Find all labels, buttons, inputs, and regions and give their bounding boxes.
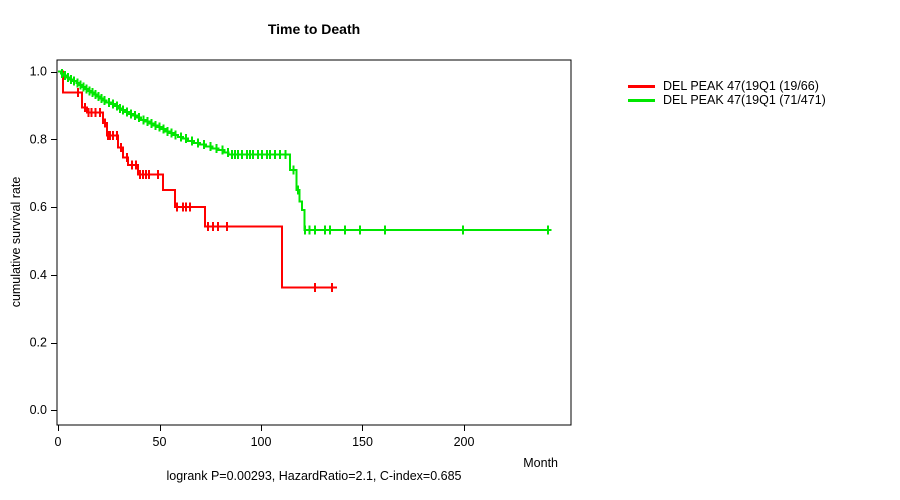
legend-line-red-icon bbox=[628, 84, 655, 88]
legend: DEL PEAK 47(19Q1 (19/66) DEL PEAK 47(19Q… bbox=[628, 79, 826, 107]
y-tick-label: 1.0 bbox=[30, 65, 47, 79]
y-axis-label: cumulative survival rate bbox=[9, 176, 23, 308]
y-tick-label: 0.4 bbox=[30, 268, 47, 282]
x-tick-label: 100 bbox=[251, 435, 272, 449]
legend-label-group2: DEL PEAK 47(19Q1 (71/471) bbox=[663, 93, 826, 107]
x-tick-label: 0 bbox=[55, 435, 62, 449]
x-tick-label: 150 bbox=[352, 435, 373, 449]
page-title: Time to Death bbox=[267, 21, 361, 37]
legend-label-group1: DEL PEAK 47(19Q1 (19/66) bbox=[663, 79, 819, 93]
x-tick-label: 200 bbox=[454, 435, 475, 449]
legend-item-group1: DEL PEAK 47(19Q1 (19/66) bbox=[628, 79, 826, 93]
y-tick-label: 0.8 bbox=[30, 132, 47, 146]
km-curve-green bbox=[58, 70, 552, 231]
x-tick-label: 50 bbox=[153, 435, 167, 449]
logrank-stats-text: logrank P=0.00293, HazardRatio=2.1, C-in… bbox=[166, 469, 462, 483]
y-tick-label: 0.6 bbox=[30, 200, 47, 214]
km-curve-red bbox=[58, 70, 338, 289]
legend-item-group2: DEL PEAK 47(19Q1 (71/471) bbox=[628, 93, 826, 107]
y-tick-label: 0.2 bbox=[30, 336, 47, 350]
plot-frame bbox=[56, 59, 572, 426]
y-tick-label: 0.0 bbox=[30, 403, 47, 417]
x-axis-label: Month bbox=[523, 456, 558, 470]
legend-line-green-icon bbox=[628, 98, 655, 102]
